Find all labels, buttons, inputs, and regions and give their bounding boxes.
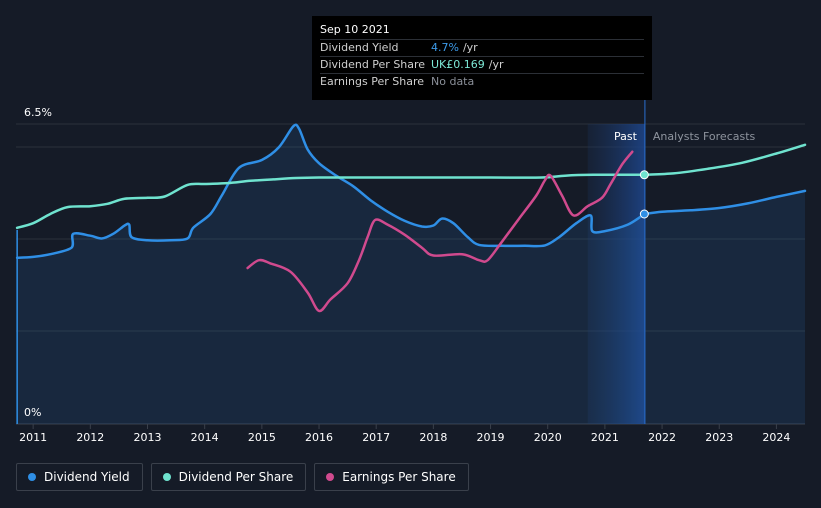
series-lines xyxy=(15,123,807,424)
x-tick-label: 2023 xyxy=(705,431,733,444)
x-tick-label: 2021 xyxy=(591,431,619,444)
series-markers xyxy=(639,170,649,219)
x-tick-label: 2019 xyxy=(477,431,505,444)
tooltip-row-dividend-per-share: Dividend Per Share UK£0.169/yr xyxy=(320,56,644,73)
legend-item-dividend-per-share[interactable]: Dividend Per Share xyxy=(150,463,307,491)
series-marker xyxy=(639,170,649,180)
legend: Dividend Yield Dividend Per Share Earnin… xyxy=(16,463,469,491)
x-tick-label: 2012 xyxy=(76,431,104,444)
x-tick-label: 2020 xyxy=(534,431,562,444)
x-tick-label: 2024 xyxy=(762,431,790,444)
tooltip-unit: /yr xyxy=(488,58,504,71)
x-tick-label: 2014 xyxy=(191,431,219,444)
tooltip-value: 4.7% xyxy=(431,41,459,54)
x-tick-label: 2013 xyxy=(134,431,162,444)
tooltip-label: Earnings Per Share xyxy=(320,75,425,88)
x-tick-label: 2015 xyxy=(248,431,276,444)
series-marker xyxy=(639,209,649,219)
tooltip-unit: /yr xyxy=(462,41,478,54)
tooltip-date: Sep 10 2021 xyxy=(320,23,390,36)
forecast-label: Analysts Forecasts xyxy=(653,130,756,143)
area-fills xyxy=(17,124,805,425)
series-line-dividend-per-share-forecast xyxy=(643,143,807,177)
legend-dot-icon xyxy=(326,473,335,481)
series-line-dividend-yield xyxy=(15,123,646,260)
series-line-dividend-per-share xyxy=(15,173,646,230)
legend-item-earnings-per-share[interactable]: Earnings Per Share xyxy=(314,463,469,491)
past-label: Past xyxy=(614,130,638,143)
x-tick-label: 2011 xyxy=(19,431,47,444)
x-tick-label: 2018 xyxy=(419,431,447,444)
x-axis-ticks: 2011 2012 2013 2014 2015 2016 2017 2018 2019 2020… xyxy=(19,424,790,444)
series-line-dividend-yield-forecast xyxy=(643,189,807,216)
legend-item-dividend-yield[interactable]: Dividend Yield xyxy=(16,463,143,491)
legend-label: Earnings Per Share xyxy=(342,470,456,484)
tooltip-row-earnings-per-share: Earnings Per Share No data xyxy=(320,73,644,90)
y-tick-label-bottom: 0% xyxy=(24,406,41,419)
area-dividend-yield xyxy=(17,124,645,425)
series-line-earnings-per-share xyxy=(246,150,634,313)
x-tick-label: 2022 xyxy=(648,431,676,444)
y-tick-label-top: 6.5% xyxy=(24,106,52,119)
tooltip-row-dividend-yield: Dividend Yield 4.7%/yr xyxy=(320,39,644,56)
area-dividend-yield-forecast xyxy=(644,190,805,424)
legend-dot-icon xyxy=(162,473,171,481)
tooltip-label: Dividend Per Share xyxy=(320,58,426,71)
x-tick-label: 2016 xyxy=(305,431,333,444)
x-tick-label: 2017 xyxy=(362,431,390,444)
legend-label: Dividend Yield xyxy=(44,470,130,484)
legend-dot-icon xyxy=(28,473,36,481)
tooltip-label: Dividend Yield xyxy=(320,41,399,54)
tooltip-value: UK£0.169 xyxy=(431,58,485,71)
tooltip-value: No data xyxy=(431,75,475,88)
legend-label: Dividend Per Share xyxy=(178,470,294,484)
tooltip: Sep 10 2021 Dividend Yield 4.7%/yr Divid… xyxy=(312,16,652,100)
